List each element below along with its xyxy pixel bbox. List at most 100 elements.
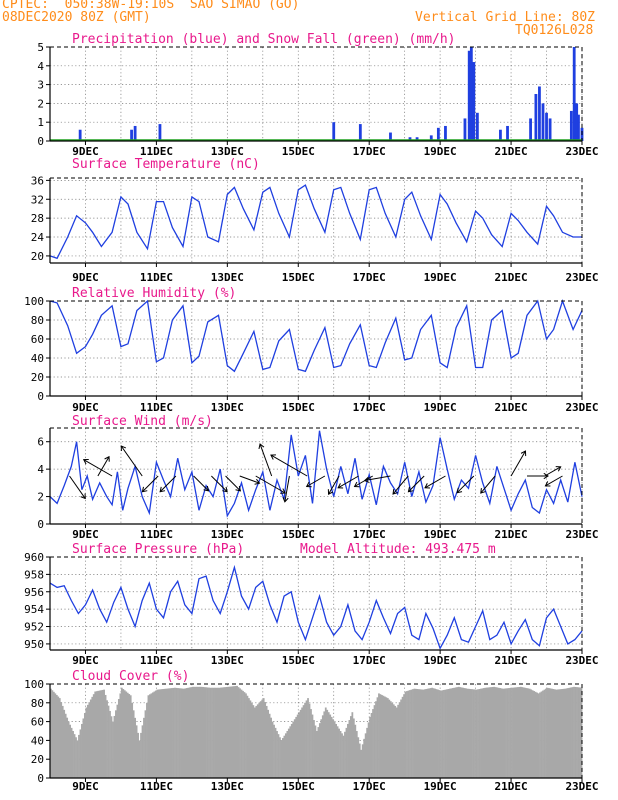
cloud-bar (286, 731, 289, 778)
cloud-bar (344, 731, 346, 778)
cloud-bar (160, 689, 163, 778)
precip-bar (415, 137, 419, 141)
series-line (49, 430, 583, 518)
x-tick-label: 21DEC (495, 654, 528, 667)
cloud-bar (564, 688, 567, 778)
wind-arrow (69, 475, 86, 499)
cloud-bar (358, 743, 361, 778)
wind-arrowhead (82, 458, 89, 465)
precip-bar (569, 110, 573, 141)
cloud-bar (524, 687, 527, 778)
cloud-bar (345, 727, 348, 778)
cloud-bar (352, 718, 355, 778)
x-tick-label: 17DEC (353, 271, 386, 284)
panel-3 (46, 298, 583, 400)
cloud-bar (540, 691, 543, 778)
cloud-bar (534, 691, 537, 778)
cloud-bar (95, 691, 98, 778)
precip-bar (133, 125, 137, 141)
wind-arrowhead (254, 478, 261, 485)
cloud-bar (432, 688, 435, 778)
y-tick-label: 958 (24, 568, 44, 581)
cloud-bar (270, 717, 272, 778)
cloud-bar (559, 689, 562, 778)
cloud-bar (117, 699, 120, 778)
precip-bar (475, 112, 479, 141)
cloud-bar (61, 705, 64, 778)
x-tick-label: 19DEC (424, 780, 457, 793)
cloud-bar (172, 687, 175, 778)
cloud-bar (132, 710, 135, 778)
cloud-bar (188, 687, 191, 778)
cloud-bar (79, 729, 82, 778)
x-tick-label: 21DEC (495, 145, 528, 158)
cloud-bar (184, 688, 187, 778)
cloud-bar (355, 731, 358, 778)
cloud-bar (518, 686, 521, 778)
cloud-bar (310, 709, 312, 778)
panel-title: Surface Temperature (nC) (72, 157, 260, 172)
cloud-bar (78, 734, 80, 778)
cloud-bar (571, 687, 574, 778)
cloud-bar (537, 693, 540, 778)
cloud-bar (144, 710, 147, 778)
panel-4 (46, 427, 583, 528)
wind-arrow (337, 475, 359, 489)
cloud-bar (89, 699, 92, 778)
cloud-bar (490, 687, 493, 778)
cloud-bar (342, 735, 345, 778)
cloud-bar (113, 715, 116, 778)
cloud-bar (329, 714, 332, 778)
panel-2 (46, 177, 583, 267)
cloud-bar (478, 689, 481, 778)
precip-bar (130, 129, 133, 141)
cloud-bar (157, 689, 160, 778)
precip-bar (467, 50, 471, 142)
wind-arrow (354, 475, 373, 487)
cloud-bar (451, 688, 454, 778)
cloud-bar (199, 686, 202, 778)
cloud-bar (533, 691, 536, 778)
cloud-bar (255, 705, 258, 778)
cloud-bar (497, 687, 500, 778)
cloud-bar (51, 690, 54, 778)
cloud-bar (273, 724, 275, 778)
cloud-bar (271, 721, 274, 778)
cloud-bar (395, 707, 398, 778)
cloud-bar (549, 688, 552, 778)
cloud-bar (443, 689, 445, 778)
cloud-bar (372, 709, 374, 778)
cloud-bar (277, 734, 280, 778)
model-altitude-label: Model Altitude: 493.475 m (300, 542, 496, 557)
cloud-bar (403, 694, 405, 778)
precip-bar (506, 125, 509, 141)
x-tick-label: 13DEC (211, 271, 244, 284)
cloud-bar (228, 686, 231, 778)
cloud-bar (419, 689, 422, 778)
cloud-bar (282, 738, 284, 778)
cloud-bar (316, 731, 318, 778)
cloud-bar (471, 689, 473, 778)
cloud-bar (382, 695, 385, 778)
cloud-bar (290, 723, 293, 778)
x-tick-label: 21DEC (495, 780, 528, 793)
precip-bar (548, 118, 552, 141)
wind-arrowhead (407, 486, 414, 493)
cloud-bar (110, 716, 113, 778)
wind-arrow (424, 475, 446, 489)
cloud-bar (333, 721, 336, 778)
cloud-bar (469, 689, 472, 778)
cloud-bar (296, 714, 299, 778)
cloud-bar (222, 687, 225, 778)
cloud-bar (336, 726, 339, 778)
x-tick-label: 11DEC (140, 401, 173, 414)
cloud-bar (389, 701, 392, 778)
cloud-bar (106, 700, 108, 778)
cloud-bar (234, 686, 237, 778)
y-tick-label: 4 (37, 463, 44, 476)
cloud-bar (143, 717, 145, 778)
cloud-bar (295, 716, 298, 778)
wind-arrow (142, 475, 159, 493)
series-line (49, 298, 583, 373)
